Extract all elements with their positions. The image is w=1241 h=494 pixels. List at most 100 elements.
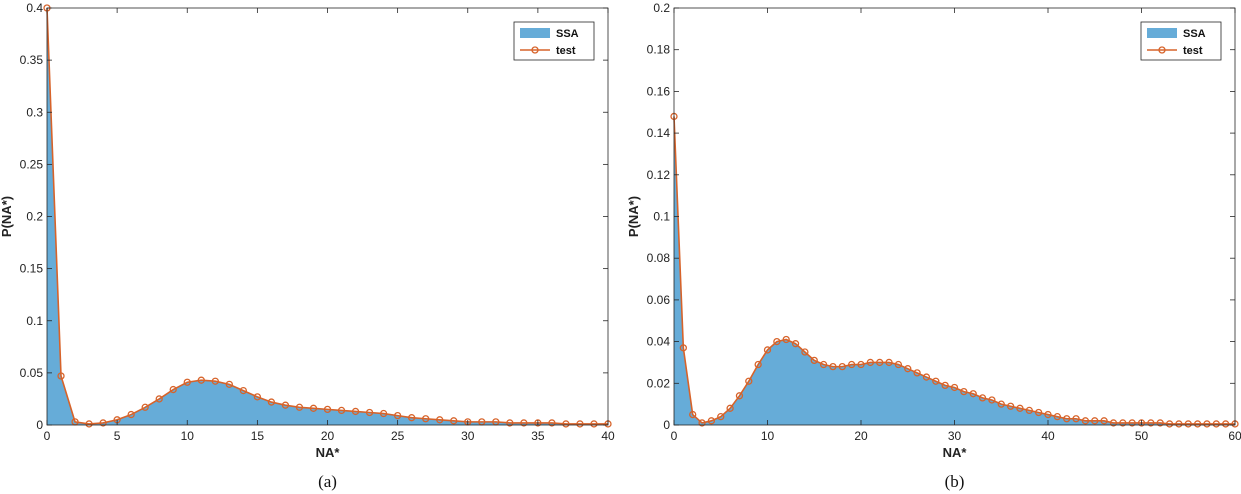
legend-marker-test bbox=[531, 46, 539, 54]
data-point bbox=[57, 372, 65, 380]
data-point bbox=[1165, 420, 1174, 428]
data-point bbox=[763, 346, 772, 354]
data-point bbox=[169, 385, 177, 394]
data-point bbox=[379, 409, 388, 418]
legend-marker-test bbox=[1158, 46, 1166, 54]
data-point bbox=[1137, 419, 1146, 427]
data-point bbox=[810, 356, 818, 365]
data-point bbox=[1025, 406, 1033, 415]
y-tick-label: 0.06 bbox=[647, 293, 671, 307]
data-point bbox=[590, 420, 598, 428]
line-series-test bbox=[46, 7, 608, 425]
data-point bbox=[1081, 417, 1090, 425]
y-tick-label: 0.1 bbox=[653, 210, 670, 224]
x-tick-label: 25 bbox=[391, 429, 405, 443]
data-point bbox=[407, 414, 416, 422]
y-tick-label: 0.08 bbox=[647, 251, 671, 265]
legend-label-test: test bbox=[556, 45, 576, 57]
data-point bbox=[155, 395, 163, 403]
x-tick-label: 60 bbox=[1228, 429, 1241, 443]
legend-swatch-ssa bbox=[520, 28, 550, 38]
x-axis-label: NA* bbox=[316, 445, 341, 460]
data-point bbox=[281, 401, 290, 409]
data-point bbox=[978, 394, 987, 402]
data-point bbox=[1072, 415, 1080, 423]
legend-swatch-ssa bbox=[1147, 28, 1177, 38]
data-point bbox=[1222, 420, 1230, 428]
data-point bbox=[997, 400, 1005, 408]
legend-label-ssa: SSA bbox=[556, 28, 579, 40]
data-point bbox=[422, 415, 430, 423]
data-point bbox=[267, 398, 276, 406]
data-point bbox=[183, 378, 191, 386]
data-point bbox=[562, 420, 570, 428]
x-tick-label: 5 bbox=[114, 429, 121, 443]
x-tick-label: 15 bbox=[251, 429, 265, 443]
subfigure-caption: (b) bbox=[945, 472, 965, 491]
x-tick-label: 40 bbox=[1041, 429, 1055, 443]
data-point bbox=[337, 406, 346, 415]
data-point bbox=[393, 411, 402, 420]
y-tick-label: 0.25 bbox=[20, 157, 44, 171]
data-point bbox=[1203, 420, 1211, 428]
data-point bbox=[1184, 420, 1192, 428]
data-point bbox=[988, 396, 996, 404]
legend-box bbox=[1140, 21, 1222, 61]
data-point bbox=[99, 419, 107, 427]
y-tick-label: 0.35 bbox=[20, 53, 44, 67]
data-point bbox=[1109, 419, 1118, 427]
data-point bbox=[726, 404, 734, 412]
data-point bbox=[782, 335, 790, 344]
y-tick-label: 0.05 bbox=[20, 366, 44, 380]
data-point bbox=[838, 362, 846, 371]
y-tick-label: 0.12 bbox=[647, 168, 671, 182]
data-point bbox=[950, 383, 959, 392]
plot-area bbox=[47, 8, 608, 425]
data-point bbox=[225, 380, 233, 388]
data-point bbox=[819, 360, 828, 369]
y-tick-label: 0.4 bbox=[26, 1, 43, 15]
y-tick-label: 0.15 bbox=[20, 262, 44, 276]
subfigure-caption: (a) bbox=[318, 472, 337, 491]
data-point bbox=[295, 403, 304, 411]
data-point bbox=[576, 420, 584, 428]
y-axis-label: P(NA*) bbox=[626, 196, 641, 237]
data-point bbox=[801, 348, 809, 356]
data-point bbox=[932, 377, 940, 385]
data-point bbox=[239, 386, 248, 395]
plot-area bbox=[674, 8, 1235, 425]
y-tick-label: 0.14 bbox=[647, 126, 671, 140]
data-point bbox=[1063, 415, 1071, 423]
data-point bbox=[365, 408, 374, 417]
data-point bbox=[913, 369, 921, 377]
y-tick-label: 0.2 bbox=[653, 1, 670, 15]
data-point bbox=[1035, 408, 1043, 417]
data-point bbox=[1006, 402, 1015, 410]
data-point bbox=[548, 419, 556, 427]
x-axis-label: NA* bbox=[943, 445, 968, 460]
y-tick-label: 0 bbox=[663, 418, 670, 432]
legend-box bbox=[513, 21, 595, 61]
y-tick-label: 0.18 bbox=[647, 43, 671, 57]
data-point bbox=[922, 373, 931, 381]
data-point bbox=[197, 376, 205, 384]
data-point bbox=[904, 365, 912, 373]
y-tick-label: 0.04 bbox=[647, 335, 671, 349]
data-point bbox=[253, 393, 262, 401]
data-point bbox=[85, 420, 93, 428]
chart-a: 0 5 10 15 20 25 30 35 40 0 0.05 0.1 0.15 0.2 0.25 0.3 0.… bbox=[0, 1, 615, 491]
x-tick-label: 10 bbox=[761, 429, 775, 443]
data-point bbox=[1119, 419, 1127, 427]
data-point bbox=[351, 407, 360, 416]
data-point bbox=[1044, 410, 1052, 419]
data-point bbox=[1016, 404, 1024, 412]
data-point bbox=[534, 419, 542, 427]
data-point bbox=[885, 358, 893, 367]
y-tick-label: 0.2 bbox=[26, 210, 43, 224]
data-point bbox=[1147, 419, 1155, 427]
x-tick-label: 50 bbox=[1135, 429, 1149, 443]
data-point bbox=[848, 360, 856, 369]
y-tick-label: 0.02 bbox=[647, 376, 671, 390]
x-tick-label: 0 bbox=[44, 429, 51, 443]
